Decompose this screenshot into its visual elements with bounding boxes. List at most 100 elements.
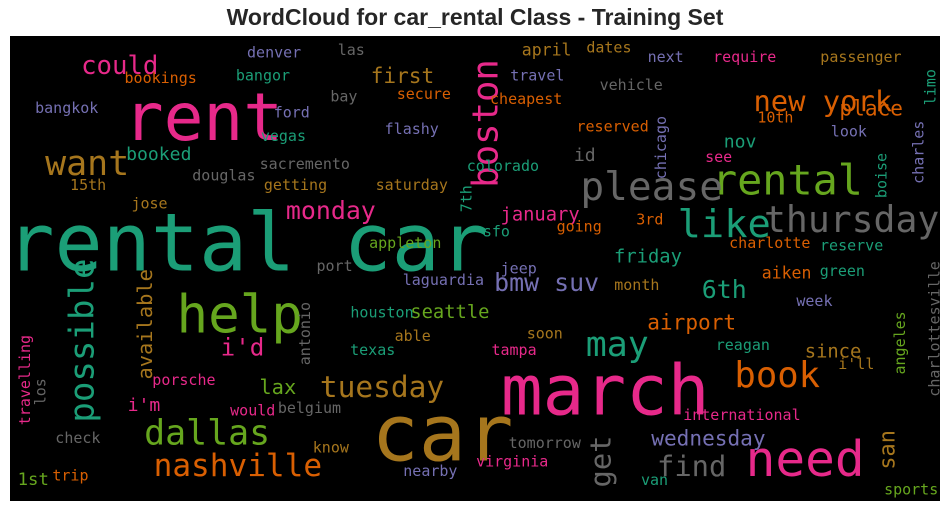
word-know: know <box>313 439 350 457</box>
word-bookings: bookings <box>125 69 197 87</box>
word-porsche: porsche <box>152 371 215 389</box>
word-cheapest: cheapest <box>490 90 562 108</box>
word-travel: travel <box>510 67 564 85</box>
word-reserve: reserve <box>820 236 883 254</box>
word-limo: limo <box>922 69 940 105</box>
word-booked: booked <box>126 144 191 165</box>
word-may: may <box>586 325 649 365</box>
word-nearby: nearby <box>403 462 457 480</box>
word-antonio: antonio <box>296 302 314 365</box>
word-would: would <box>230 401 275 419</box>
word-boston: boston <box>466 59 507 188</box>
word-january: january <box>501 205 580 226</box>
word-soon: soon <box>527 325 563 343</box>
word-nashville: nashville <box>154 448 322 484</box>
word-car: car <box>372 388 514 480</box>
word-ford: ford <box>274 104 310 122</box>
word-san: san <box>875 430 900 470</box>
word-monday: monday <box>286 196 376 225</box>
word-appleton: appleton <box>369 234 441 252</box>
word-jeep: jeep <box>501 260 537 278</box>
word-airport: airport <box>647 309 736 334</box>
word-3rd: 3rd <box>636 211 663 229</box>
word-6th: 6th <box>702 275 747 304</box>
word-going: going <box>557 218 602 236</box>
word-charlottesville: charlottesville <box>925 261 940 396</box>
word-reserved: reserved <box>577 118 649 136</box>
word-place: place <box>839 96 903 121</box>
wordcloud-background <box>10 36 940 501</box>
word-sacremento: sacremento <box>260 155 350 173</box>
word-van: van <box>641 471 668 489</box>
word-week: week <box>796 292 832 310</box>
word-dallas: dallas <box>144 414 270 454</box>
word-please: please <box>580 164 723 210</box>
word-laguardia: laguardia <box>403 271 484 289</box>
word-first: first <box>371 63 435 88</box>
word-texas: texas <box>350 341 395 359</box>
word-houston: houston <box>350 304 413 322</box>
word-charles: charles <box>910 121 928 184</box>
word-7th: 7th <box>458 185 476 212</box>
word-douglas: douglas <box>192 167 255 185</box>
word-like: like <box>678 202 771 247</box>
word-bangkok: bangkok <box>35 99 98 117</box>
word-want: want <box>45 144 129 184</box>
word-look: look <box>831 122 867 140</box>
word-rent: rent <box>124 79 283 156</box>
word-denver: denver <box>247 43 301 61</box>
word-10th: 10th <box>757 108 793 126</box>
word-book: book <box>734 355 820 396</box>
word-sports: sports <box>884 480 938 498</box>
word-nov: nov <box>724 132 757 153</box>
word-tomorrow: tomorrow <box>509 434 582 452</box>
chart-title: WordCloud for car_rental Class - Trainin… <box>226 4 724 30</box>
word-rental-car: rental car <box>10 196 488 289</box>
word-rental: rental <box>712 156 863 205</box>
word-aiken: aiken <box>762 264 812 283</box>
word-getting: getting <box>264 176 327 194</box>
word-i-m: i'm <box>128 395 161 416</box>
word-seattle: seattle <box>410 302 489 323</box>
word-thursday: thursday <box>764 198 939 241</box>
word-bangor: bangor <box>236 67 290 85</box>
word-las: las <box>338 41 365 59</box>
word-1st: 1st <box>18 470 49 490</box>
word-bmw-suv: bmw suv <box>494 268 599 297</box>
word-dates: dates <box>586 39 631 57</box>
word-angeles: angeles <box>891 311 909 374</box>
word-i-d: i'd <box>221 334 265 362</box>
word-month: month <box>614 276 659 294</box>
word-trip: trip <box>52 466 88 484</box>
word-travelling: travelling <box>16 335 34 425</box>
word-belgium: belgium <box>278 399 341 417</box>
word-able: able <box>395 327 431 345</box>
word-passenger: passenger <box>820 48 901 66</box>
word-see: see <box>705 148 732 166</box>
word-lax: lax <box>259 375 296 399</box>
word-require: require <box>713 48 776 66</box>
word-available: available <box>133 269 157 380</box>
word-get: get <box>584 435 618 487</box>
word-15th: 15th <box>70 176 106 194</box>
word-sfo: sfo <box>483 222 510 240</box>
word-id: id <box>574 145 596 166</box>
word-green: green <box>820 262 865 280</box>
word-international: international <box>683 406 800 424</box>
word-virginia: virginia <box>476 452 548 470</box>
word-colorado: colorado <box>467 157 539 175</box>
word-reagan: reagan <box>716 336 770 354</box>
word-help: help <box>176 285 302 346</box>
word-los: los <box>32 378 50 405</box>
word-charlotte: charlotte <box>729 234 810 252</box>
word-vehicle: vehicle <box>600 76 663 94</box>
word-new-york: new york <box>753 84 892 118</box>
word-chicago: chicago <box>652 116 670 179</box>
word-find: find <box>657 449 726 483</box>
word-need: need <box>746 430 865 488</box>
word-march: march <box>501 352 710 432</box>
word-jose: jose <box>131 194 167 212</box>
word-april: april <box>522 40 572 59</box>
